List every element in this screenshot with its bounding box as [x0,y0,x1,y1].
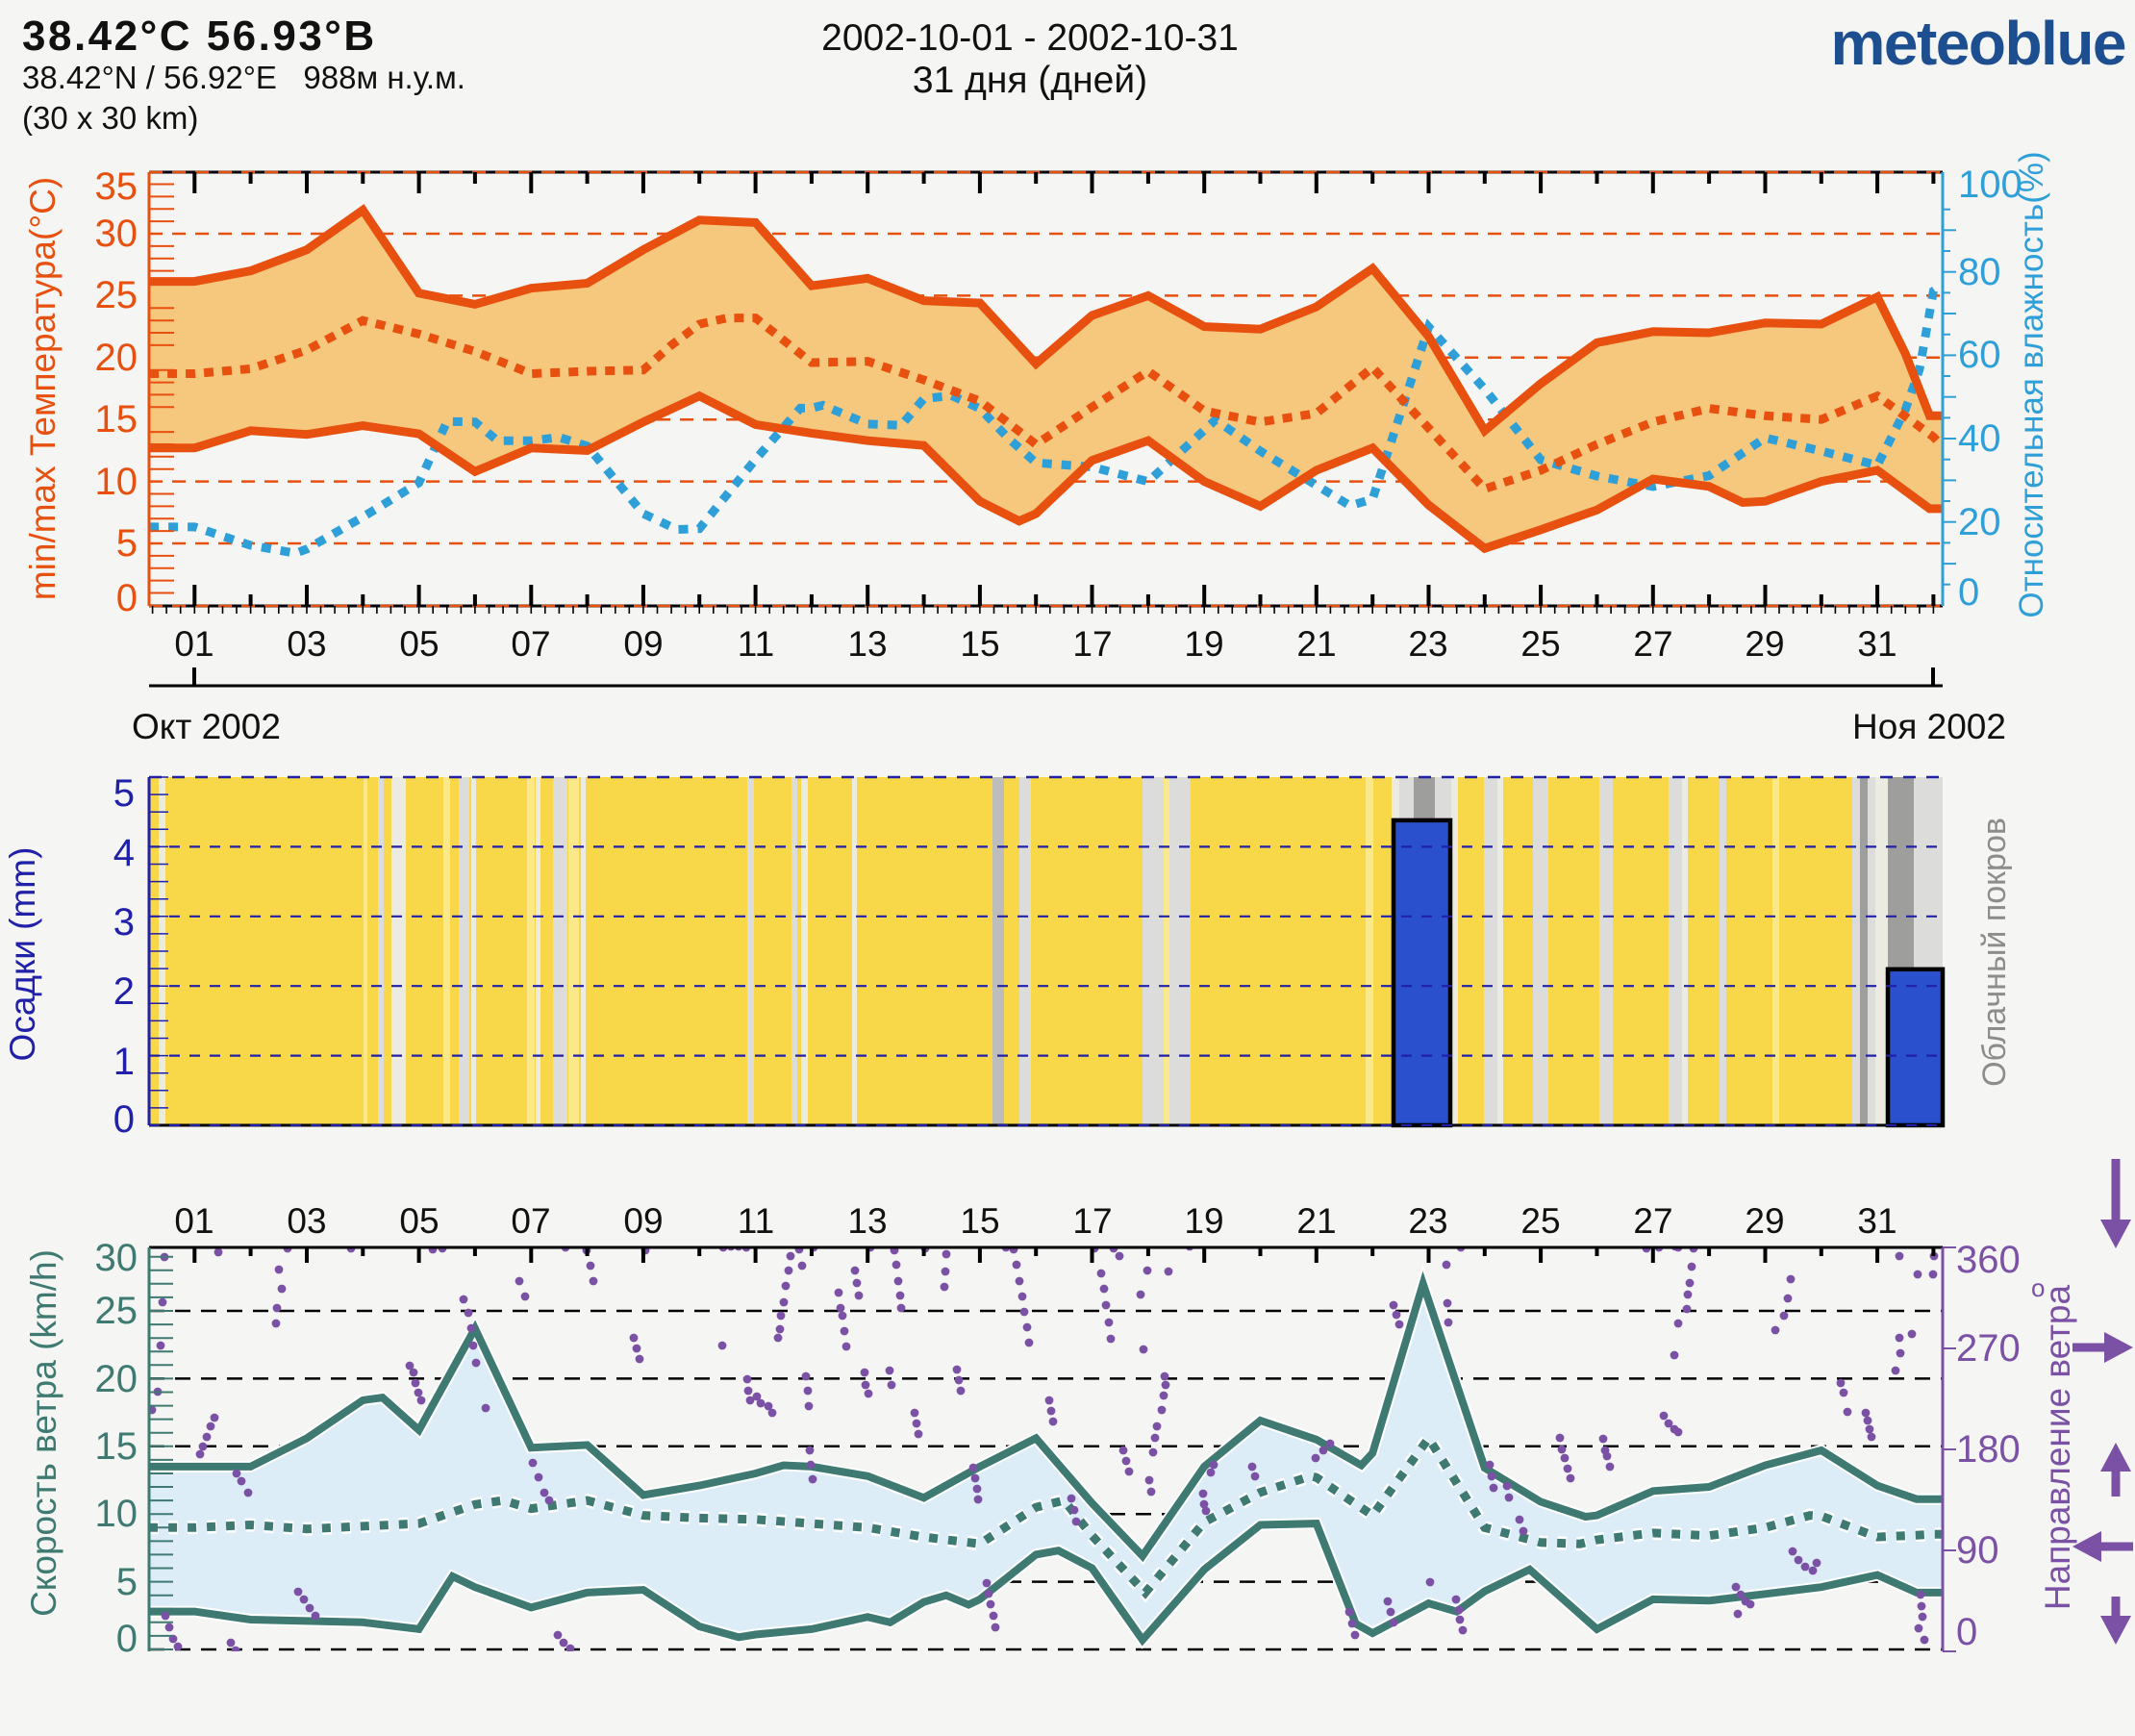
svg-text:5: 5 [116,1561,138,1603]
svg-text:25: 25 [95,274,138,316]
svg-text:0: 0 [116,577,138,619]
svg-text:0: 0 [113,1098,135,1141]
svg-text:Ноя 2002: Ноя 2002 [1852,707,2006,746]
svg-text:11: 11 [738,624,774,664]
svg-text:29: 29 [1745,624,1784,664]
svg-text:23: 23 [1408,1201,1447,1241]
svg-text:31 дня (дней): 31 дня (дней) [913,60,1147,101]
svg-text:38.42°C 56.93°B: 38.42°C 56.93°B [22,13,377,60]
svg-text:Окт 2002: Окт 2002 [132,707,281,746]
svg-text:270: 270 [1956,1327,2021,1370]
svg-text:Осадки (mm): Осадки (mm) [3,847,42,1062]
svg-text:15: 15 [95,398,138,440]
svg-text:27: 27 [1633,624,1672,664]
svg-text:20: 20 [1958,501,2001,543]
svg-text:19: 19 [1184,1201,1223,1241]
svg-text:15: 15 [95,1425,138,1468]
svg-text:38.42°N / 56.92°E 988м н.у.м: 38.42°N / 56.92°E 988м н.у.м. [22,60,465,95]
svg-text:10: 10 [95,1493,138,1535]
svg-text:15: 15 [960,624,999,664]
svg-text:5: 5 [116,522,138,565]
svg-text:Облачный покров: Облачный покров [1976,818,2013,1087]
svg-text:Скорость ветра (km/h): Скорость ветра (km/h) [24,1249,63,1617]
svg-text:180: 180 [1956,1428,2021,1471]
svg-text:19: 19 [1184,624,1223,664]
svg-text:40: 40 [1958,417,2001,460]
svg-text:20: 20 [95,1358,138,1400]
svg-text:Относительная влажность(%): Относительная влажность(%) [2013,151,2050,617]
svg-text:03: 03 [287,624,326,664]
svg-text:30: 30 [95,213,138,255]
svg-text:29: 29 [1745,1201,1784,1241]
svg-text:09: 09 [623,624,663,664]
svg-text:20: 20 [95,337,138,379]
svg-text:60: 60 [1958,334,2001,376]
svg-text:11: 11 [738,1201,774,1241]
svg-text:03: 03 [287,1201,326,1241]
svg-text:17: 17 [1072,624,1112,664]
svg-text:13: 13 [847,624,887,664]
svg-text:30: 30 [95,1237,138,1279]
svg-text:25: 25 [1520,624,1560,664]
svg-text:23: 23 [1408,624,1447,664]
svg-text:meteoblue: meteoblue [1830,9,2125,78]
svg-text:25: 25 [1520,1201,1560,1241]
svg-text:05: 05 [399,1201,439,1241]
svg-text:90: 90 [1956,1529,1999,1572]
svg-text:05: 05 [399,624,439,664]
svg-text:07: 07 [511,624,550,664]
svg-text:21: 21 [1296,624,1336,664]
svg-text:100: 100 [1958,164,2022,206]
svg-text:07: 07 [511,1201,550,1241]
svg-text:80: 80 [1958,251,2001,293]
svg-text:21: 21 [1296,1201,1336,1241]
svg-text:01: 01 [174,1201,214,1241]
svg-text:25: 25 [95,1290,138,1332]
svg-text:o: o [2031,1273,2045,1302]
svg-text:35: 35 [95,165,138,208]
svg-text:5: 5 [113,772,135,815]
svg-text:0: 0 [1956,1611,1977,1653]
svg-text:31: 31 [1857,624,1896,664]
svg-text:360: 360 [1956,1239,2021,1281]
svg-text:09: 09 [623,1201,663,1241]
svg-text:min/max Температура(°C): min/max Температура(°C) [23,177,63,600]
svg-text:Направление ветра: Направление ветра [2038,1285,2077,1611]
svg-text:0: 0 [1958,571,1979,614]
svg-text:3: 3 [113,901,135,943]
svg-text:15: 15 [960,1201,999,1241]
svg-text:4: 4 [113,832,135,874]
svg-text:27: 27 [1633,1201,1672,1241]
svg-text:01: 01 [174,624,214,664]
svg-text:1: 1 [113,1041,135,1083]
svg-text:(30 x 30 km): (30 x 30 km) [22,100,198,136]
svg-text:2002-10-01 - 2002-10-31: 2002-10-01 - 2002-10-31 [821,17,1239,59]
svg-text:13: 13 [847,1201,887,1241]
svg-text:31: 31 [1857,1201,1896,1241]
svg-text:10: 10 [95,461,138,503]
svg-text:2: 2 [113,970,135,1013]
svg-text:0: 0 [116,1618,138,1660]
svg-text:17: 17 [1072,1201,1112,1241]
